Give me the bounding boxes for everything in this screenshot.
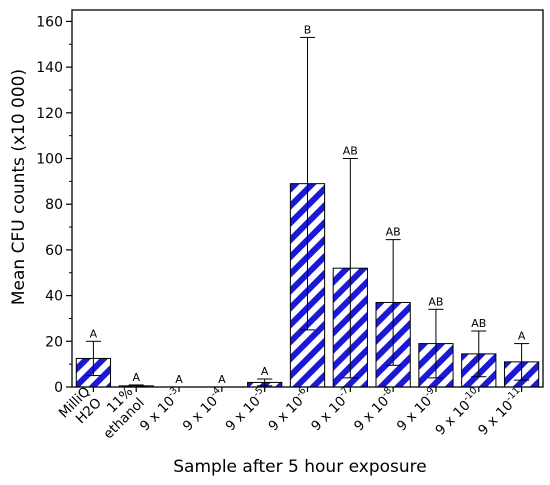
x-tick-label-text: 9 x 10-5 (221, 385, 270, 434)
significance-label: AB (471, 317, 486, 330)
x-tick-label: 9 x 10-5 (221, 385, 270, 434)
x-tick-label: 9 x 10-7 (307, 385, 356, 434)
y-tick-label: 0 (54, 380, 63, 396)
x-tick-label-text: 9 x 10-7 (307, 385, 356, 434)
x-tick-label: 9 x 10-8 (350, 385, 399, 434)
significance-label: A (261, 365, 269, 378)
x-tick-label-text: 9 x 10-11 (474, 385, 528, 439)
significance-label: AB (428, 295, 443, 308)
y-axis-title: Mean CFU counts (x10 000) (9, 69, 29, 305)
y-tick-label: 40 (45, 289, 63, 305)
x-tick-label-text: 9 x 10-8 (350, 385, 399, 434)
y-tick-label: 140 (36, 60, 63, 76)
x-axis-ticks (92, 387, 523, 392)
x-tick-label: 9 x 10-10 (431, 385, 485, 439)
x-tick-label-text: 9 x 10-10 (431, 385, 485, 439)
x-tick-label-text: 9 x 10-4 (178, 385, 227, 434)
y-tick-label: 60 (45, 243, 63, 259)
x-tick-label: 9 x 10-11 (474, 385, 528, 439)
y-tick-label: 100 (36, 152, 63, 168)
y-tick-label: 120 (36, 106, 63, 122)
x-tick-label: 9 x 10-4 (178, 385, 227, 434)
significance-label: B (304, 23, 312, 36)
y-tick-label: 160 (36, 14, 63, 30)
significance-label: A (518, 330, 526, 343)
significance-label: AB (386, 226, 401, 239)
y-axis-ticks: 0 20 40 60 80 100 120 140 160 (36, 14, 72, 396)
x-tick-label-text: 9 x 10-6 (264, 385, 313, 434)
significance-label: A (175, 373, 183, 386)
significance-label: A (218, 373, 226, 386)
significance-label: A (132, 371, 140, 384)
y-tick-label: 80 (45, 197, 63, 213)
x-axis-title: Sample after 5 hour exposure (173, 457, 426, 477)
significance-label: A (90, 327, 98, 340)
significance-label: AB (343, 145, 358, 158)
y-tick-label: 20 (45, 334, 63, 350)
x-tick-label: 9 x 10-6 (264, 385, 313, 434)
